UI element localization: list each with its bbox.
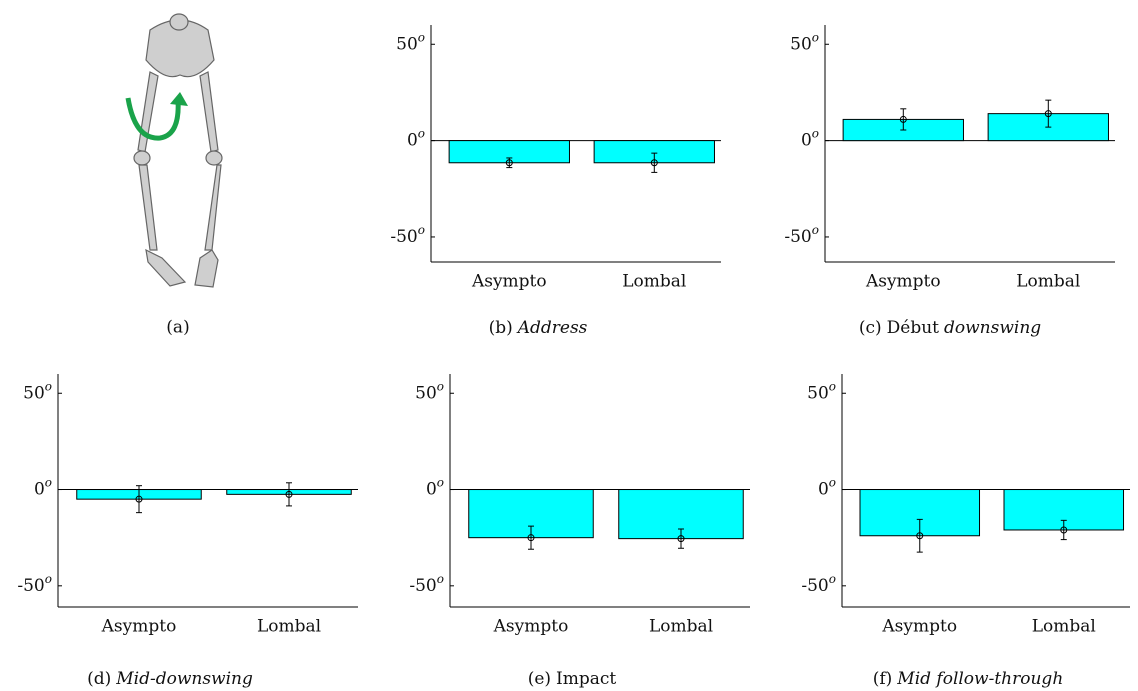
caption-part: Mid follow-through — [896, 669, 1063, 689]
y-tick-value: 50 — [415, 383, 437, 403]
y-tick-label: 0o — [407, 126, 425, 150]
y-tick-unit: o — [812, 222, 819, 236]
y-tick-unit: o — [829, 475, 836, 489]
panel-caption: (f) Mid follow-through — [873, 669, 1064, 689]
mean-marker — [650, 159, 658, 167]
mean-marker — [527, 534, 535, 542]
y-tick-value: -50 — [390, 226, 417, 246]
x-tick-label: Lombal — [1016, 272, 1080, 292]
y-tick-value: 50 — [807, 383, 829, 403]
y-tick-label: 50o — [396, 30, 425, 54]
mean-marker — [677, 535, 685, 543]
y-tick-value: 0 — [426, 479, 437, 499]
y-tick-unit: o — [812, 30, 819, 44]
y-tick-unit: o — [437, 475, 444, 489]
y-tick-value: 50 — [790, 34, 812, 54]
rotation-arrowhead — [170, 92, 188, 106]
y-tick-value: 0 — [801, 130, 812, 150]
y-tick-value: -50 — [409, 575, 436, 595]
x-tick-label: Lombal — [257, 617, 321, 637]
y-tick-label: -50o — [784, 222, 819, 246]
y-tick-unit: o — [437, 571, 444, 585]
y-tick-label: 0o — [818, 475, 836, 499]
mean-marker — [1044, 110, 1052, 118]
caption-part: (c) — [859, 318, 882, 338]
y-tick-value: 50 — [396, 34, 418, 54]
y-tick-unit: o — [829, 571, 836, 585]
panel-caption: (a) — [166, 318, 189, 338]
skeleton-illustration — [133, 13, 223, 288]
y-tick-label: -50o — [17, 571, 52, 595]
caption-part: (b) — [489, 318, 513, 338]
y-tick-label: 0o — [801, 126, 819, 150]
y-tick-unit: o — [418, 126, 425, 140]
x-tick-label: Asympto — [881, 617, 957, 637]
caption-part: downswing — [944, 318, 1041, 338]
y-tick-label: 0o — [34, 475, 52, 499]
y-tick-unit: o — [812, 126, 819, 140]
y-tick-label: -50o — [409, 571, 444, 595]
caption-part: Mid-downswing — [115, 669, 253, 689]
caption-part: Address — [516, 318, 588, 338]
y-tick-value: 0 — [407, 130, 418, 150]
y-tick-unit: o — [418, 30, 425, 44]
y-tick-unit: o — [829, 379, 836, 393]
x-tick-label: Asympto — [101, 617, 177, 637]
y-tick-value: -50 — [784, 226, 811, 246]
y-tick-unit: o — [418, 222, 425, 236]
y-tick-unit: o — [45, 571, 52, 585]
y-tick-label: 50o — [790, 30, 819, 54]
x-tick-label: Asympto — [493, 617, 569, 637]
y-tick-label: 50o — [23, 379, 52, 403]
y-tick-label: -50o — [390, 222, 425, 246]
y-tick-label: 50o — [807, 379, 836, 403]
y-tick-unit: o — [45, 379, 52, 393]
y-tick-unit: o — [437, 379, 444, 393]
y-tick-value: -50 — [17, 575, 44, 595]
y-tick-value: 50 — [23, 383, 45, 403]
caption-part: Impact — [556, 669, 616, 689]
x-tick-label: Lombal — [649, 617, 713, 637]
mean-marker — [1060, 526, 1068, 534]
mean-marker — [285, 490, 293, 498]
panel-caption: (d) Mid-downswing — [87, 669, 253, 689]
panel-caption: (b) Address — [489, 318, 588, 338]
caption-part: (d) — [87, 669, 111, 689]
y-tick-value: 0 — [34, 479, 45, 499]
rotation-arrow — [125, 97, 181, 141]
mean-marker — [899, 115, 907, 123]
panel-caption: (e) Impact — [528, 669, 617, 689]
x-tick-label: Lombal — [1032, 617, 1096, 637]
x-tick-label: Asympto — [865, 272, 941, 292]
x-tick-label: Asympto — [471, 272, 547, 292]
caption-part: (e) — [528, 669, 551, 689]
mean-marker — [135, 495, 143, 503]
mean-marker — [505, 159, 513, 167]
y-tick-value: 0 — [818, 479, 829, 499]
y-tick-label: 50o — [415, 379, 444, 403]
y-tick-label: 0o — [426, 475, 444, 499]
x-tick-label: Lombal — [622, 272, 686, 292]
panel-caption: (c) Début downswing — [859, 318, 1041, 338]
mean-marker — [916, 532, 924, 540]
caption-part: (f) — [873, 669, 893, 689]
y-tick-value: -50 — [801, 575, 828, 595]
y-tick-unit: o — [45, 475, 52, 489]
caption-part: Début — [887, 318, 940, 338]
y-tick-label: -50o — [801, 571, 836, 595]
